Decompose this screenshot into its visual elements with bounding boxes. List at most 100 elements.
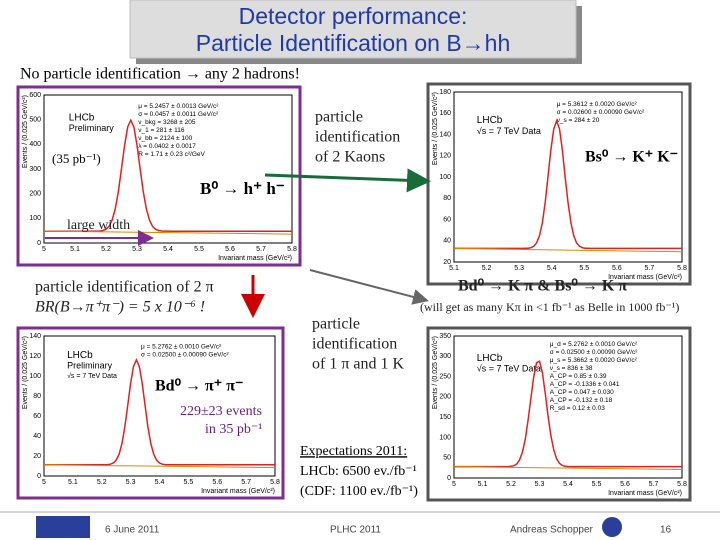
label: LHCb: 6500 ev./fb⁻¹ <box>300 464 417 479</box>
y-tick-label: 500 <box>29 117 41 124</box>
label: particle identification of 2 π <box>35 279 214 296</box>
x-tick-label: 5.4 <box>563 481 573 488</box>
y-axis-label: Events / (0.025 GeV/c²) <box>22 336 29 409</box>
plot-area <box>453 91 683 263</box>
x-axis-label: Invariant mass (GeV/c²) <box>218 255 292 262</box>
x-tick-label: 5.1 <box>449 265 459 272</box>
y-tick-label: 100 <box>439 174 451 181</box>
x-tick-label: 5.4 <box>547 265 557 272</box>
x-tick-label: 5.1 <box>70 246 80 253</box>
stat-line: ν_1 = 281 ± 116 <box>138 127 185 134</box>
y-tick-label: 40 <box>33 433 41 440</box>
arrow <box>309 269 429 305</box>
stat-line: μ = 5.2762 ± 0.0010 GeV/c² <box>141 344 222 351</box>
x-tick-label: 5.4 <box>163 246 173 253</box>
plot-tag: Preliminary <box>67 361 113 371</box>
label: Expectations 2011: <box>300 444 407 459</box>
footer-text: 16 <box>660 525 672 536</box>
x-tick-label: 5.5 <box>579 265 589 272</box>
y-tick-label: 40 <box>443 238 451 245</box>
x-axis-label: Invariant mass (GeV/c²) <box>201 488 275 495</box>
title: Particle Identification on B→hh <box>196 30 511 56</box>
stat-line: R_sd = 0.12 ± 0.03 <box>550 405 605 412</box>
y-tick-label: 0 <box>447 475 451 482</box>
stat-line: σ = 0.02500 ± 0.00090 GeV/c² <box>550 349 638 356</box>
y-tick-label: 400 <box>29 141 41 148</box>
y-tick-label: 120 <box>29 353 41 360</box>
y-tick-label: 120 <box>439 153 451 160</box>
x-axis-label: Invariant mass (GeV/c²) <box>608 274 682 281</box>
stat-line: μ_s = 5.3662 ± 0.0020 GeV/c² <box>550 357 638 364</box>
y-tick-label: 300 <box>29 166 41 173</box>
stat-line: μ = 5.2457 ± 0.0013 GeV/c² <box>138 103 219 110</box>
plot-frame <box>16 326 285 500</box>
title-box <box>129 0 577 59</box>
x-tick-label: 5.7 <box>241 479 251 486</box>
stat-line: A_CP = 0.047 ± 0.030 <box>550 389 614 396</box>
footer-text: 6 June 2011 <box>105 525 160 536</box>
plot-area <box>453 335 683 479</box>
stat-line: σ = 0.02600 ± 0.00090 GeV/c² <box>557 109 645 116</box>
label: (35 pb⁻¹) <box>52 151 101 166</box>
plot-tag: LHCb <box>67 350 93 361</box>
x-tick-label: 5.6 <box>225 246 235 253</box>
y-tick-label: 150 <box>439 414 451 421</box>
stat-line: ν_bkg = 3268 ± 205 <box>138 119 196 126</box>
plot-tag: Preliminary <box>69 123 115 133</box>
y-tick-label: 180 <box>439 89 451 96</box>
fit-curve <box>43 230 293 235</box>
y-tick-label: 250 <box>439 373 451 380</box>
plot-tag: √s = 7 TeV Data <box>477 126 541 136</box>
y-tick-label: 300 <box>439 353 451 360</box>
plot-frame <box>16 85 302 267</box>
x-tick-label: 5.1 <box>68 479 78 486</box>
stat-line: A_CP = 0.85 ± 0.39 <box>550 373 607 380</box>
label: large width <box>67 218 130 233</box>
x-tick-label: 5.2 <box>101 246 111 253</box>
y-tick-label: 20 <box>33 453 41 460</box>
y-tick-label: 20 <box>443 259 451 266</box>
label: (CDF: 1100 ev./fb⁻¹) <box>300 484 418 499</box>
label: in 35 pb⁻¹ <box>205 422 262 437</box>
label: of 1 π and 1 K <box>312 356 405 373</box>
x-tick-label: 5.7 <box>649 481 659 488</box>
y-tick-label: 200 <box>29 191 41 198</box>
y-tick-label: 0 <box>37 473 41 480</box>
x-tick-label: 5.8 <box>677 481 687 488</box>
y-tick-label: 140 <box>29 333 41 340</box>
y-tick-label: 60 <box>443 216 451 223</box>
x-tick-label: 5.7 <box>256 246 266 253</box>
x-tick-label: 5.8 <box>677 265 687 272</box>
plot-tag: LHCb <box>69 112 95 123</box>
x-tick-label: 5.2 <box>506 481 516 488</box>
x-tick-label: 5.3 <box>132 246 142 253</box>
plot-tag: √s = 7 TeV Data <box>67 372 117 380</box>
stat-line: ν_s = 836 ± 38 <box>550 365 593 372</box>
stat-line: A_CP = -0.132 ± 0.18 <box>550 397 613 404</box>
label: Bs⁰ → K⁺ K⁻ <box>585 149 678 166</box>
x-tick-label: 5.6 <box>212 479 222 486</box>
plot-area <box>43 94 293 244</box>
x-tick-label: 5.6 <box>612 265 622 272</box>
x-tick-label: 5.6 <box>620 481 630 488</box>
plot-tag: LHCb <box>477 353 503 364</box>
x-tick-label: 5.7 <box>645 265 655 272</box>
x-tick-label: 5.3 <box>514 265 524 272</box>
label: particle <box>312 316 360 333</box>
label: identification <box>312 336 397 353</box>
x-tick-label: 5.2 <box>97 479 107 486</box>
stat-line: μ = 5.3612 ± 0.0020 GeV/c² <box>557 101 638 108</box>
logo <box>602 517 622 537</box>
y-tick-label: 200 <box>439 394 451 401</box>
y-tick-label: 600 <box>29 92 41 99</box>
x-tick-label: 5.4 <box>155 479 165 486</box>
stat-line: σ = 0.0457 ± 0.0011 GeV/c² <box>138 111 219 118</box>
stat-line: R = 1.71 ± 0.23 c²/GeV <box>138 151 205 158</box>
stat-line: μ_d = 5.2762 ± 0.0010 GeV/c² <box>550 341 638 348</box>
y-tick-label: 100 <box>29 373 41 380</box>
y-axis-label: Events / (0.025 GeV/c²) <box>432 92 439 165</box>
label: BR(B→π⁺π⁻) = 5 x 10⁻⁶ ! <box>35 299 205 316</box>
x-tick-label: 5.5 <box>184 479 194 486</box>
